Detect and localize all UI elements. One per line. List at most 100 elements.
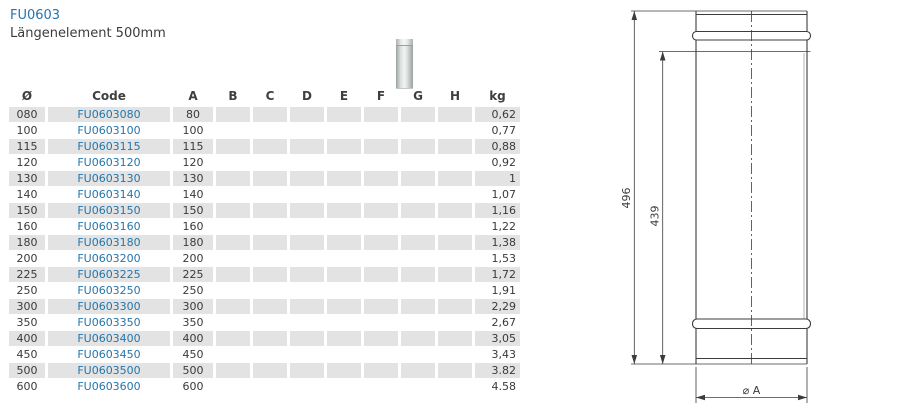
cell-c [253,251,287,266]
cell-diameter: 150 [9,203,45,218]
cell-b [216,187,250,202]
cell-d [290,331,324,346]
cell-e [327,379,361,394]
cell-code: FU0603225 [48,267,170,282]
product-code-link[interactable]: FU0603200 [77,252,141,265]
cell-g [401,123,435,138]
product-code-link[interactable]: FU0603180 [77,236,141,249]
cell-diameter: 140 [16,188,38,201]
cell-a: 200 [182,252,204,265]
table-row: 200 FU0603200 200 1,53 [9,251,520,266]
cell-h [438,219,472,234]
product-code-title: FU0603 [10,8,61,23]
cell-c [253,219,287,234]
cell-h [438,315,472,330]
product-code-link[interactable]: FU0603600 [77,380,141,393]
cell-c [253,379,287,394]
cell-g [401,251,435,266]
cell-c [253,203,287,218]
product-code-link[interactable]: FU0603450 [77,348,141,361]
product-code-link[interactable]: FU0603225 [77,268,141,281]
cell-f [364,251,398,266]
product-code-link[interactable]: FU0603350 [77,316,141,329]
table-row: 225 FU0603225 225 1,72 [9,267,520,282]
cell-a: 600 [182,380,204,393]
product-code-link[interactable]: FU0603250 [77,284,141,297]
cell-h [438,139,472,154]
cell-g [401,203,435,218]
cell-a: 350 [182,316,204,329]
cell-d [290,139,324,154]
column-header-kg: kg [489,89,506,103]
product-code-link[interactable]: FU0603100 [77,124,141,137]
product-code-link[interactable]: FU0603140 [77,188,141,201]
table-row: 450 FU0603450 450 3,43 [9,347,520,362]
cell-f [364,139,398,154]
cell-b [216,203,250,218]
cell-f [364,203,398,218]
cell-code: FU0603200 [48,251,170,266]
pipe-outline [631,10,812,365]
cell-diameter: 100 [16,124,38,137]
cell-g [401,235,435,250]
cell-g [401,171,435,186]
cell-f [364,363,398,378]
cell-diameter: 130 [9,171,45,186]
product-code-link[interactable]: FU0603160 [77,220,141,233]
table-row: 160 FU0603160 160 1,22 [9,219,520,234]
cell-g [401,139,435,154]
cell-b [216,139,250,154]
product-code-link[interactable]: FU0603400 [77,332,141,345]
cell-a: 120 [182,156,204,169]
cell-f [364,299,398,314]
cell-f [364,283,398,298]
cell-c [253,283,287,298]
cell-e [327,347,361,362]
cell-kg: 0,77 [491,124,517,137]
cell-e [327,219,361,234]
cell-kg: 1,72 [475,267,520,282]
cell-a: 115 [173,139,213,154]
cell-h [438,107,472,122]
cell-e [327,315,361,330]
product-code-link[interactable]: FU0603080 [77,108,141,121]
cell-f [364,315,398,330]
cell-code: FU0603450 [48,347,170,362]
cell-kg: 1,16 [475,203,520,218]
table-row: 130 FU0603130 130 1 [9,171,520,186]
column-header-f: F [376,89,386,103]
cell-f [364,155,398,170]
cell-g [401,107,435,122]
cell-diameter: 160 [16,220,38,233]
product-code-link[interactable]: FU0603300 [77,300,141,313]
cell-kg: 1,07 [491,188,517,201]
cell-kg: 1,53 [491,252,517,265]
cell-code: FU0603350 [48,315,170,330]
cell-c [253,235,287,250]
cell-a: 450 [182,348,204,361]
cell-c [253,171,287,186]
cell-diameter: 120 [16,156,38,169]
product-code-link[interactable]: FU0603150 [77,204,141,217]
table-row: 600 FU0603600 600 4.58 [9,379,520,394]
cell-code: FU0603400 [48,331,170,346]
cell-e [327,139,361,154]
product-code-link[interactable]: FU0603115 [77,140,141,153]
product-code-link[interactable]: FU0603130 [77,172,141,185]
cell-d [290,203,324,218]
cell-d [290,123,324,138]
cell-code: FU0603130 [48,171,170,186]
cell-h [438,123,472,138]
cell-a: 160 [182,220,204,233]
cell-diameter: 300 [9,299,45,314]
product-code-link[interactable]: FU0603120 [77,156,141,169]
cell-f [364,331,398,346]
cell-h [438,347,472,362]
product-thumbnail-image[interactable] [396,39,413,89]
cell-h [438,379,472,394]
product-code-link[interactable]: FU0603500 [77,364,141,377]
cell-c [253,315,287,330]
cell-f [364,379,398,394]
cell-h [438,203,472,218]
dim-label-outer-height: 496 [620,188,633,209]
